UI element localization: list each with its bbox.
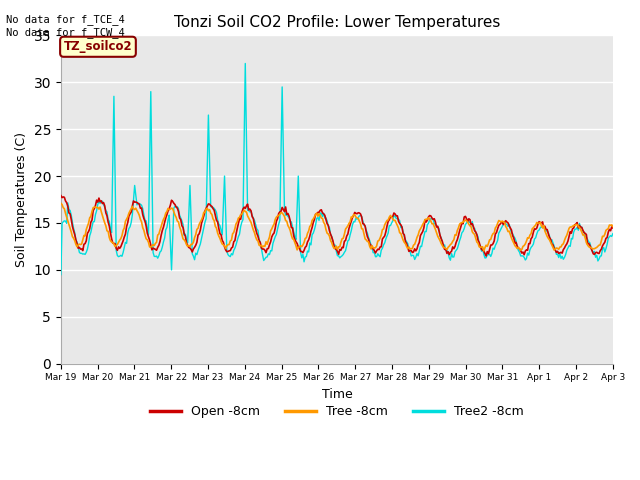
Text: No data for f_TCE_4
No data for f_TCW_4: No data for f_TCE_4 No data for f_TCW_4 xyxy=(6,14,125,38)
Text: TZ_soilco2: TZ_soilco2 xyxy=(63,40,132,53)
Legend: Open -8cm, Tree -8cm, Tree2 -8cm: Open -8cm, Tree -8cm, Tree2 -8cm xyxy=(145,400,529,423)
Y-axis label: Soil Temperatures (C): Soil Temperatures (C) xyxy=(15,132,28,267)
Title: Tonzi Soil CO2 Profile: Lower Temperatures: Tonzi Soil CO2 Profile: Lower Temperatur… xyxy=(173,15,500,30)
X-axis label: Time: Time xyxy=(321,388,352,401)
